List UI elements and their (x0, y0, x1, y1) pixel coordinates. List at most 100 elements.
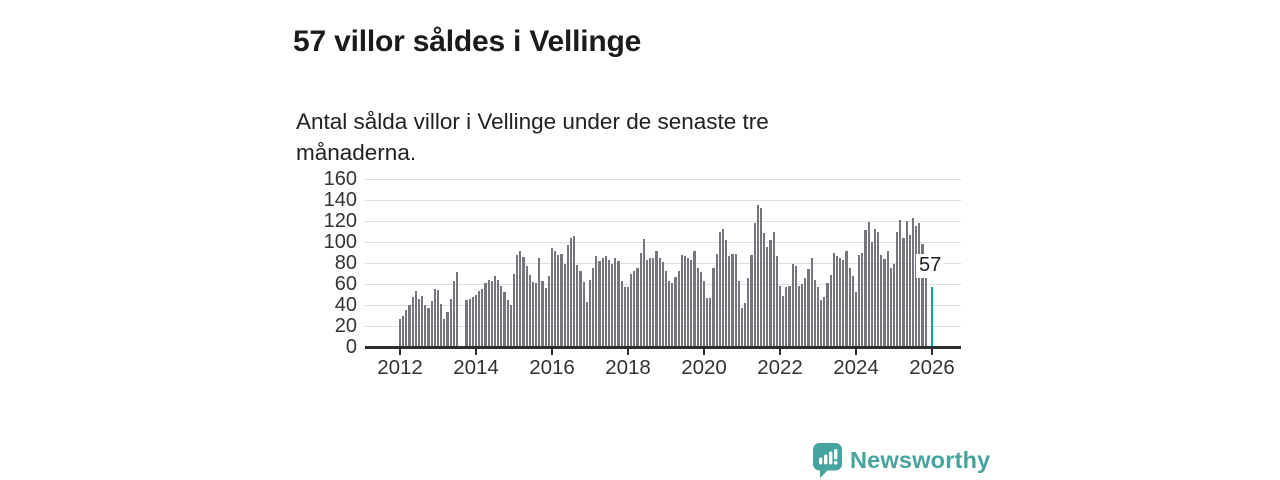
bar (658, 257, 661, 348)
bar (620, 280, 623, 348)
bar (835, 255, 839, 347)
bar (636, 268, 639, 348)
y-axis-tick-label: 120 (323, 209, 357, 232)
bar (921, 244, 924, 347)
bar (468, 298, 471, 347)
x-axis-tick (475, 348, 477, 355)
bar (864, 230, 867, 347)
bar (677, 271, 680, 347)
bar (506, 299, 509, 348)
bar (645, 259, 649, 348)
bar (430, 300, 433, 347)
bar (712, 268, 715, 348)
bar (683, 255, 687, 347)
bar (592, 268, 595, 348)
bar (880, 254, 883, 347)
bar (899, 219, 902, 347)
x-axis-tick (855, 348, 857, 355)
bar (778, 286, 782, 347)
bar (655, 251, 658, 347)
bar (414, 291, 417, 348)
bar (674, 276, 677, 347)
bar (845, 251, 848, 347)
bar (664, 271, 668, 347)
bar (905, 221, 908, 347)
bar (405, 310, 408, 348)
x-axis-tick (399, 348, 401, 355)
y-axis-tick-label: 140 (323, 188, 357, 211)
bar (531, 281, 535, 347)
bar (519, 251, 522, 347)
bar (775, 255, 778, 347)
bar (449, 298, 452, 347)
bar (579, 271, 582, 347)
x-axis-tick-label: 2024 (833, 356, 879, 379)
bar (854, 292, 858, 347)
bar (747, 277, 750, 347)
bar (702, 280, 706, 348)
bar (744, 302, 747, 347)
bar (630, 273, 633, 347)
bar (829, 274, 832, 348)
bar (588, 279, 592, 347)
x-axis-tick-label: 2016 (529, 356, 575, 379)
bar (427, 308, 430, 347)
bar (721, 229, 725, 347)
bar (668, 280, 671, 348)
bar (823, 296, 826, 347)
bar (851, 275, 854, 347)
bar (490, 280, 493, 348)
bar (411, 296, 414, 347)
bar (535, 282, 538, 347)
bar (481, 289, 484, 348)
gridline (365, 242, 961, 243)
bar (918, 223, 921, 347)
bar (544, 288, 547, 347)
newsworthy-brand-text: Newsworthy (850, 447, 991, 473)
bar (908, 234, 911, 347)
bar (753, 223, 756, 347)
gridline (365, 200, 961, 201)
bar (512, 273, 516, 347)
y-axis-tick-label: 0 (345, 335, 357, 358)
bar (785, 287, 788, 347)
bar (595, 255, 598, 347)
y-axis-tick-label: 60 (334, 272, 357, 295)
bar (763, 232, 766, 348)
bar (690, 259, 693, 348)
bar (782, 295, 785, 348)
bar (598, 260, 601, 347)
bar (569, 237, 573, 347)
bar (725, 239, 728, 347)
bar (408, 305, 411, 347)
bar (924, 265, 927, 347)
bar (541, 280, 544, 348)
y-axis-tick-label: 160 (323, 167, 357, 190)
x-axis-tick (627, 348, 629, 355)
bar (478, 291, 481, 348)
bar (623, 287, 626, 347)
chart-title: 57 villor såldes i Vellinge (293, 25, 642, 59)
x-axis-tick (931, 348, 933, 355)
bar (734, 253, 737, 348)
bar (826, 282, 829, 347)
bar (842, 259, 845, 348)
bar (867, 222, 870, 348)
bar (560, 253, 563, 348)
bar (633, 271, 636, 347)
x-axis-tick (779, 348, 781, 355)
x-axis-tick-label: 2026 (909, 356, 955, 379)
bar (525, 266, 528, 347)
bar (661, 261, 664, 347)
bar (861, 252, 864, 347)
last-value-label: 57 (916, 254, 945, 278)
bar (585, 301, 588, 347)
bar (443, 318, 446, 347)
bar (626, 287, 630, 347)
bar (877, 231, 880, 347)
bar (649, 257, 652, 348)
bar (902, 237, 905, 347)
bar (858, 254, 861, 347)
bar (889, 268, 892, 348)
